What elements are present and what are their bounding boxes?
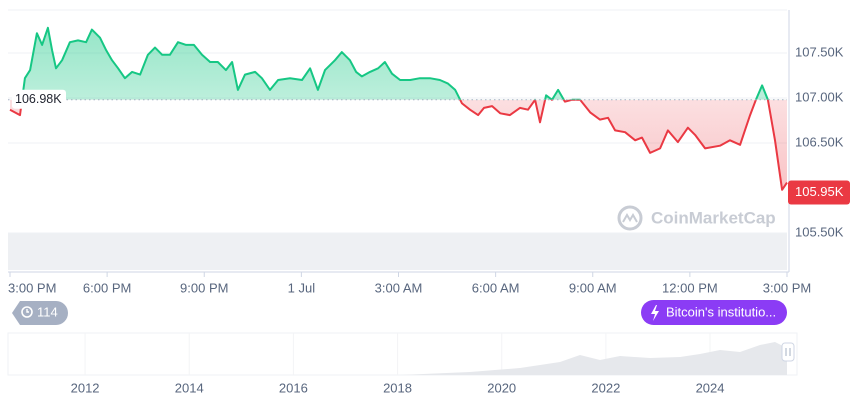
x-tick-label: 3:00 AM <box>375 280 423 295</box>
x-tick-label: 6:00 PM <box>83 280 131 295</box>
news-badge[interactable]: Bitcoin's institutio... <box>641 300 787 325</box>
navigator-year: 2024 <box>696 380 725 395</box>
x-tick-label: 6:00 AM <box>472 280 520 295</box>
price-line-up <box>21 26 769 100</box>
y-tick-label: 106.50K <box>795 134 844 149</box>
volume-area <box>8 233 787 270</box>
x-tick-label: 9:00 PM <box>180 280 228 295</box>
navigator-year: 2018 <box>383 380 412 395</box>
x-tick-label: 1 Jul <box>288 280 316 295</box>
x-tick-label: 12:00 PM <box>662 280 718 295</box>
handle-grip <box>785 348 791 356</box>
y-tick-label: 107.50K <box>795 44 844 59</box>
x-tick-label: 3:00 PM <box>8 280 56 295</box>
navigator-year: 2020 <box>487 380 516 395</box>
baseline-label-bg <box>12 89 66 109</box>
y-tick-label: 107.00K <box>795 89 844 104</box>
watermark-text: CoinMarketCap <box>651 208 776 227</box>
navigator-area <box>400 342 787 375</box>
navigator-year: 2014 <box>175 380 204 395</box>
watermark: CoinMarketCap <box>617 205 776 231</box>
baseline-label: 106.98K <box>15 92 62 106</box>
area-up <box>10 27 787 100</box>
x-tick-label: 3:00 PM <box>763 280 811 295</box>
navigator-handle[interactable] <box>781 342 795 362</box>
x-tick-label: 9:00 AM <box>569 280 617 295</box>
navigator-year: 2012 <box>71 380 100 395</box>
history-count: 114 <box>37 304 58 319</box>
price-line-down <box>9 99 788 191</box>
news-text: Bitcoin's institutio... <box>666 304 776 319</box>
last-price-label: 105.95K <box>795 184 844 199</box>
last-price-bg <box>788 180 850 205</box>
navigator-year: 2022 <box>591 380 620 395</box>
navigator-year: 2016 <box>279 380 308 395</box>
area-down <box>10 99 787 190</box>
history-badge[interactable]: 114 <box>12 301 68 325</box>
y-tick-label: 105.50K <box>795 224 844 239</box>
